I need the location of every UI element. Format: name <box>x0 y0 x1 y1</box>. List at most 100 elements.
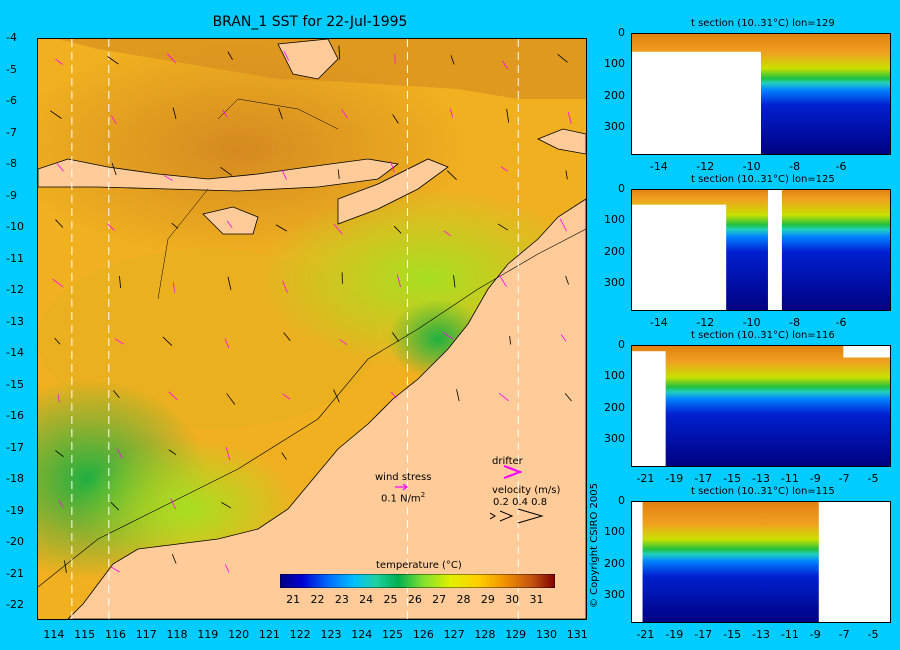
y-tick-label: -8 <box>6 157 17 171</box>
vector-arrow <box>64 560 67 574</box>
contour-3 <box>217 98 339 130</box>
vector-arrow <box>564 393 572 402</box>
vector-arrow <box>162 336 173 346</box>
vector-arrow <box>172 107 177 120</box>
colorbar-tick-label: 23 <box>334 593 349 606</box>
vector-arrow <box>396 274 401 288</box>
drifter-label: drifter <box>492 456 523 467</box>
wind-stress-label: wind stress <box>375 472 432 483</box>
vector-arrow <box>114 338 124 345</box>
y-tick-label: -5 <box>6 62 17 76</box>
section-y-tick-label: 0 <box>618 338 625 351</box>
vector-arrow <box>333 223 343 235</box>
island-sulawesi <box>277 39 339 80</box>
y-tick-label: -7 <box>6 125 17 139</box>
section-x-tick-label: -10 <box>742 160 761 173</box>
section-x-tick-label: -6 <box>835 316 847 329</box>
vector-arrow <box>567 112 572 124</box>
section-x-tick-label: -11 <box>780 472 799 485</box>
colorbar-tick-label: 25 <box>383 593 398 606</box>
section-x-tick-label: -12 <box>696 160 715 173</box>
contour-2 <box>157 188 209 300</box>
colorbar-tick-label: 27 <box>432 593 447 606</box>
section-x-tick-label: -5 <box>867 628 879 641</box>
copyright-text: © Copyright CSIRO 2005 <box>589 483 600 608</box>
section-x-tick-label: -19 <box>665 628 684 641</box>
vector-arrow <box>227 276 232 291</box>
vector-arrow <box>282 393 291 400</box>
section-land-mask <box>631 351 666 467</box>
vector-arrow <box>500 166 508 172</box>
y-tick-label: -16 <box>6 409 24 423</box>
vector-arrow <box>338 45 341 60</box>
vector-arrow <box>57 394 60 403</box>
section-x-tick-label: -12 <box>696 316 715 329</box>
vector-arrow <box>390 160 395 173</box>
vector-arrow <box>453 275 456 288</box>
section-land-mask <box>767 189 782 311</box>
colorbar <box>280 574 555 588</box>
section-land-mask <box>631 501 643 623</box>
vector-arrow <box>56 163 64 172</box>
section-x-tick-label: -15 <box>723 628 742 641</box>
vector-arrow <box>559 218 567 231</box>
section-land-mask <box>631 51 761 155</box>
drifter-icon <box>503 465 522 479</box>
y-tick-label: -14 <box>6 346 24 360</box>
sst-map <box>37 38 587 620</box>
island-chain-nusa <box>38 158 399 192</box>
colorbar-tick-label: 22 <box>310 593 325 606</box>
x-tick-label: 122 <box>289 628 311 641</box>
x-tick-label: 120 <box>228 628 250 641</box>
vector-arrow <box>50 110 62 119</box>
vector-arrow <box>278 107 283 120</box>
vector-arrow <box>392 332 400 342</box>
section-x-tick-label: -11 <box>780 628 799 641</box>
x-tick-label: 118 <box>166 628 188 641</box>
vector-arrow <box>227 51 233 60</box>
section-temperature-field <box>631 345 891 467</box>
vector-arrow <box>111 115 117 125</box>
vector-arrow <box>283 50 290 61</box>
vector-arrow <box>337 169 340 179</box>
vector-arrow <box>450 55 455 65</box>
y-tick-label: -19 <box>6 503 24 517</box>
vector-arrow <box>281 452 287 460</box>
vector-arrow <box>565 275 569 285</box>
vector-arrow <box>509 335 511 345</box>
vector-arrow <box>560 334 567 342</box>
vector-arrow <box>119 275 122 289</box>
vector-arrow <box>225 447 231 461</box>
vector-arrow <box>52 278 64 288</box>
vector-arrow <box>339 339 348 346</box>
section-y-tick-label: 0 <box>618 494 625 507</box>
vector-arrow <box>220 167 233 176</box>
vector-arrow <box>341 108 348 119</box>
section-title: t section (10..31°C) lon=125 <box>691 174 835 185</box>
section-y-tick-label: 300 <box>604 275 625 289</box>
section-x-tick-label: -9 <box>809 472 821 485</box>
section-y-tick-label: 100 <box>604 369 625 383</box>
x-tick-label: 119 <box>197 628 219 641</box>
section-y-tick-label: 200 <box>604 244 625 258</box>
vector-arrow <box>54 337 61 345</box>
section-x-tick-label: -17 <box>694 472 713 485</box>
section-land-mask <box>631 204 727 311</box>
vector-arrow <box>171 222 179 229</box>
section-x-tick-label: -15 <box>723 472 742 485</box>
y-tick-label: -12 <box>6 283 24 297</box>
section-x-tick-label: -17 <box>694 628 713 641</box>
vector-arrow <box>111 566 120 573</box>
colorbar-tick-label: 29 <box>480 593 495 606</box>
colorbar-tick-label: 24 <box>359 593 374 606</box>
vector-arrow <box>226 220 233 229</box>
wind-stress-arrow <box>395 484 408 490</box>
section-title: t section (10..31°C) lon=116 <box>691 330 835 341</box>
vector-arrow <box>55 219 64 228</box>
vector-arrow <box>282 280 288 294</box>
y-tick-label: -6 <box>6 94 17 108</box>
y-tick-label: -18 <box>6 472 24 486</box>
x-tick-label: 114 <box>43 628 65 641</box>
vector-arrow <box>502 60 509 70</box>
section-x-tick-label: -19 <box>665 472 684 485</box>
